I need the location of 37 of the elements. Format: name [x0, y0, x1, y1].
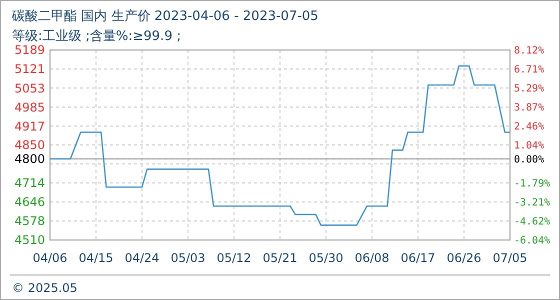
y-tick-label: 4850	[14, 138, 45, 152]
x-tick-label: 06/17	[400, 251, 436, 265]
y2-tick-label: 0.00%	[514, 154, 544, 166]
y2-tick-label: 1.04%	[514, 140, 544, 152]
x-tick-label: 06/08	[354, 251, 390, 265]
y-tick-label: 5053	[14, 81, 45, 96]
y-tick-label: 4510	[14, 233, 45, 248]
y-tick-label: 5121	[14, 62, 45, 76]
x-tick-label: 07/05	[492, 251, 528, 265]
chart-title: 碳酸二甲酯 国内 生产价 2023-04-06 - 2023-07-05	[11, 9, 318, 24]
y2-tick-label: -3.21%	[514, 198, 550, 209]
x-tick-label: 06/26	[446, 251, 482, 265]
x-tick-label: 05/03	[170, 251, 206, 265]
y-tick-label: 4578	[14, 214, 45, 228]
y-tick-label: 4646	[14, 195, 45, 210]
chart-subtitle: 等级:工业级 ;含量%:≥99.9 ;	[12, 29, 181, 44]
text: © 2025.05	[12, 281, 78, 295]
y2-tick-label: 6.71%	[514, 64, 544, 76]
x-tick-label: 05/12	[216, 251, 252, 265]
x-tick-label: 04/15	[78, 251, 114, 265]
y-tick-label: 4985	[14, 100, 45, 114]
y2-tick-label: -1.79%	[514, 178, 550, 190]
y2-tick-label: -6.04%	[514, 236, 550, 246]
y2-tick-label: 2.46%	[514, 121, 544, 132]
x-tick-label: 04/24	[124, 251, 160, 265]
x-tick-label: 05/21	[262, 251, 298, 265]
y-tick-label: 4714	[14, 176, 45, 190]
y-tick-label: 4800	[14, 152, 45, 166]
y2-tick-label: 3.87%	[514, 102, 544, 114]
y-tick-label: 5189	[14, 43, 45, 58]
y-tick-label: 4917	[14, 119, 45, 134]
x-tick-label: 05/30	[308, 251, 344, 265]
y2-tick-label: 5.29%	[514, 83, 544, 94]
x-tick-label: 04/06	[32, 251, 68, 265]
line-series	[49, 65, 511, 226]
y2-tick-label: 8.12%	[514, 46, 544, 56]
y2-tick-label: -4.62%	[514, 216, 550, 228]
